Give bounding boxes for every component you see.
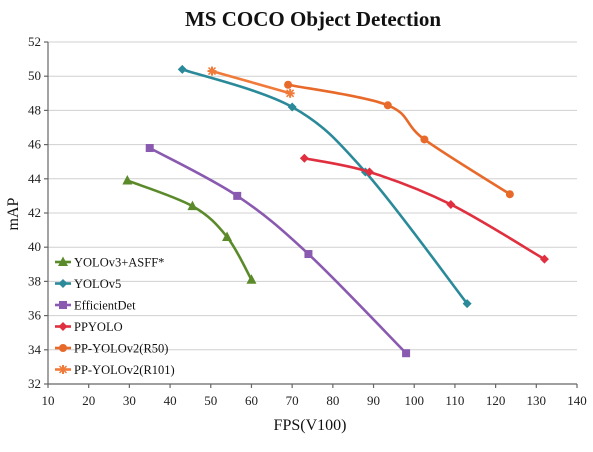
x-tick-label-10: 10 — [42, 393, 55, 408]
point-pp-yolov2-r50-0 — [284, 80, 293, 89]
point-yolov3-asff-3 — [246, 274, 257, 284]
point-efficientdet-1 — [233, 191, 242, 200]
legend-item-pp-yolov2-r50: PP-YOLOv2(R50) — [55, 342, 168, 356]
series-pp-yolov2-r101 — [207, 66, 295, 98]
point-ppyolo-2 — [446, 199, 456, 209]
y-tick-label-50: 50 — [28, 68, 41, 83]
series-pp-yolov2-r50 — [284, 80, 514, 199]
legend: YOLOv3+ASFF* YOLOv5 EfficientDet PPYOLO PP-Y… — [55, 256, 175, 377]
x-tick-labels: 10 20 30 40 50 60 70 80 90 100 110 120 130 140 — [42, 384, 587, 408]
x-tick-label-30: 30 — [123, 393, 136, 408]
point-pp-yolov2-r50-1 — [383, 101, 392, 110]
legend-label-ppyolo: PPYOLO — [74, 320, 123, 334]
legend-item-yolov5: YOLOv5 — [55, 277, 121, 291]
point-pp-yolov2-r101-0 — [207, 66, 217, 76]
grid-lines — [48, 41, 577, 385]
legend-item-ppyolo: PPYOLO — [55, 320, 123, 334]
y-tick-label-48: 48 — [28, 102, 41, 117]
y-tick-label-42: 42 — [28, 205, 41, 220]
legend-label-pp-yolov2-r101: PP-YOLOv2(R101) — [74, 363, 175, 377]
point-efficientdet-2 — [304, 250, 313, 259]
series-line-pp-yolov2-r50 — [286, 83, 512, 196]
y-tick-label-44: 44 — [28, 171, 42, 186]
chart-title: MS COCO Object Detection — [185, 7, 441, 31]
point-yolov5-3 — [462, 299, 472, 309]
point-ppyolo-1 — [364, 167, 374, 177]
series-ppyolo — [299, 153, 549, 264]
y-tick-label-52: 52 — [28, 34, 41, 49]
point-pp-yolov2-r50-2 — [420, 135, 429, 144]
series-group — [122, 64, 549, 358]
series-yolov3-asff — [122, 175, 257, 284]
x-tick-label-60: 60 — [245, 393, 258, 408]
x-tick-label-90: 90 — [367, 393, 380, 408]
x-tick-label-40: 40 — [164, 393, 177, 408]
legend-marker-ppyolo — [58, 322, 68, 331]
x-tick-label-50: 50 — [204, 393, 217, 408]
legend-marker-efficientdet — [59, 301, 67, 309]
point-yolov5-0 — [177, 64, 187, 74]
legend-marker-pp-yolov2-r50 — [59, 344, 67, 352]
x-tick-label-130: 130 — [527, 393, 547, 408]
legend-item-pp-yolov2-r101: PP-YOLOv2(R101) — [55, 363, 175, 377]
x-tick-label-100: 100 — [404, 393, 424, 408]
legend-label-pp-yolov2-r50: PP-YOLOv2(R50) — [74, 342, 168, 356]
point-yolov3-asff-1 — [187, 200, 198, 211]
legend-item-efficientdet: EfficientDet — [55, 299, 136, 313]
x-tick-label-110: 110 — [445, 393, 464, 408]
y-tick-label-38: 38 — [28, 273, 41, 288]
series-line-pp-yolov2-r101 — [210, 69, 292, 95]
point-yolov3-asff-0 — [122, 175, 133, 185]
y-axis-label: mAP — [5, 197, 22, 230]
x-tick-label-20: 20 — [82, 393, 95, 408]
point-ppyolo-0 — [299, 153, 309, 163]
x-tick-label-120: 120 — [486, 393, 506, 408]
x-tick-label-140: 140 — [567, 393, 587, 408]
series-line-ppyolo — [303, 156, 546, 261]
point-pp-yolov2-r50-3 — [505, 190, 514, 199]
y-tick-label-34: 34 — [28, 342, 42, 357]
y-tick-label-46: 46 — [28, 137, 42, 152]
series-line-efficientdet — [148, 146, 408, 355]
x-axis-label: FPS(V100) — [274, 417, 347, 434]
legend-label-efficientdet: EfficientDet — [74, 299, 136, 313]
x-tick-label-80: 80 — [326, 393, 339, 408]
point-efficientdet-3 — [402, 349, 411, 358]
legend-label-yolov5: YOLOv5 — [74, 277, 121, 291]
legend-item-yolov3-asff: YOLOv3+ASFF* — [55, 256, 164, 270]
series-line-yolov5 — [180, 68, 469, 305]
point-ppyolo-3 — [539, 254, 549, 264]
y-tick-label-36: 36 — [28, 308, 42, 323]
legend-marker-yolov3-asff — [58, 256, 68, 266]
legend-marker-yolov5 — [58, 279, 68, 288]
point-yolov5-1 — [287, 102, 297, 112]
y-tick-label-32: 32 — [28, 376, 41, 391]
legend-label-yolov3-asff: YOLOv3+ASFF* — [74, 256, 164, 270]
point-efficientdet-0 — [145, 144, 154, 153]
x-tick-label-70: 70 — [286, 393, 299, 408]
point-yolov3-asff-2 — [222, 231, 233, 241]
point-pp-yolov2-r101-1 — [285, 88, 295, 98]
legend-marker-pp-yolov2-r101 — [58, 365, 68, 374]
series-efficientdet — [145, 144, 411, 358]
series-line-yolov3-asff — [126, 179, 253, 281]
y-tick-labels: 32 34 36 38 40 42 44 46 48 50 52 — [28, 34, 48, 391]
y-tick-label-40: 40 — [28, 239, 41, 254]
